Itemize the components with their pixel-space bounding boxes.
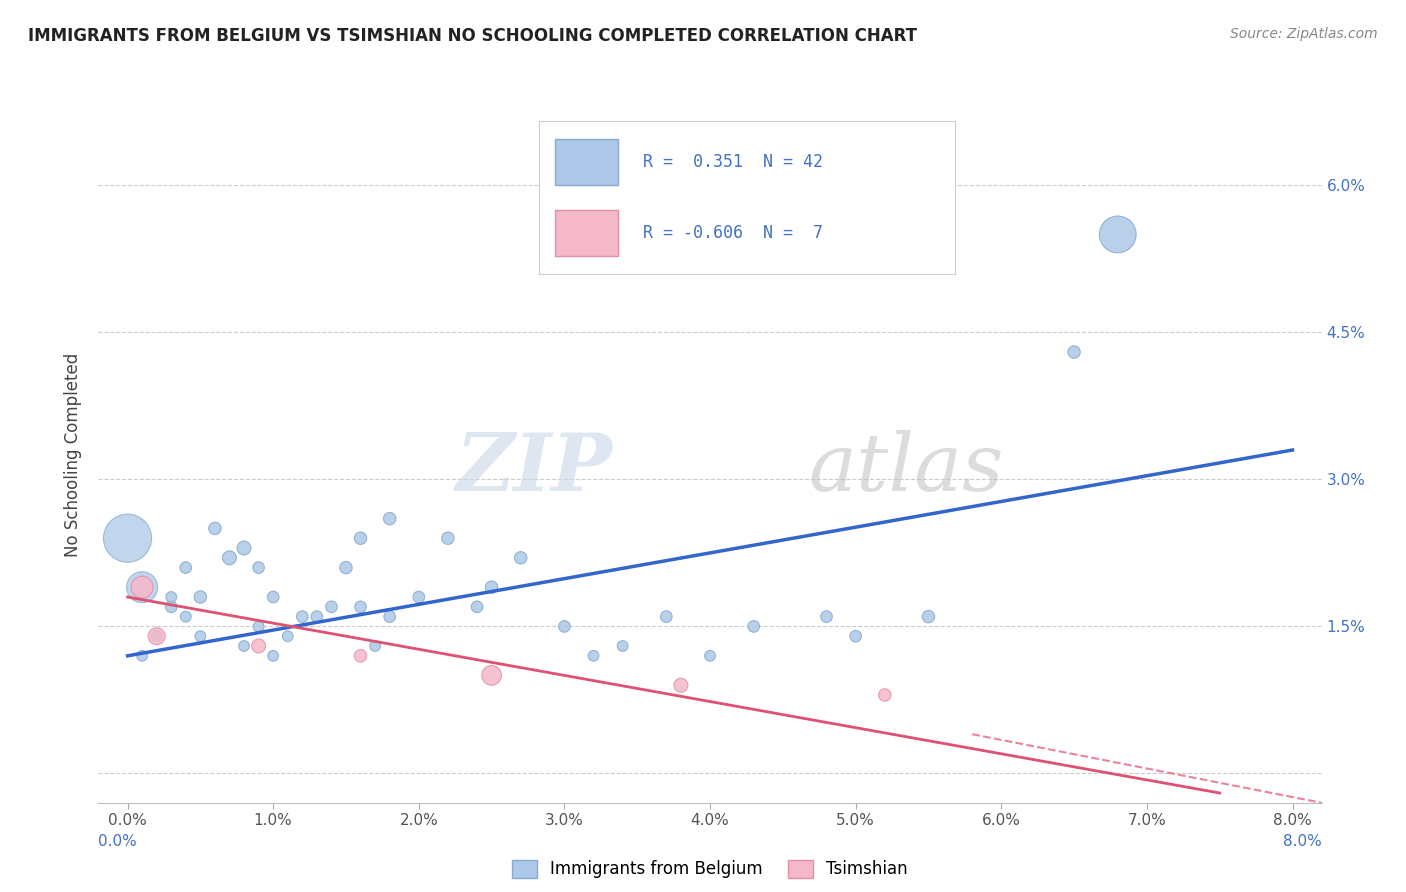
Point bbox=[655, 609, 678, 624]
Point bbox=[321, 599, 343, 614]
Point bbox=[481, 668, 503, 682]
Point bbox=[131, 648, 153, 663]
Point bbox=[131, 580, 153, 594]
Point bbox=[335, 560, 357, 574]
Legend: Immigrants from Belgium, Tsimshian: Immigrants from Belgium, Tsimshian bbox=[505, 853, 915, 885]
Point bbox=[160, 590, 183, 604]
Y-axis label: No Schooling Completed: No Schooling Completed bbox=[65, 353, 83, 557]
Point bbox=[349, 599, 371, 614]
Point bbox=[509, 550, 531, 565]
Point bbox=[174, 560, 197, 574]
Point bbox=[233, 541, 256, 555]
Point bbox=[131, 580, 153, 594]
Point bbox=[188, 590, 212, 604]
Point bbox=[553, 619, 575, 633]
Text: Source: ZipAtlas.com: Source: ZipAtlas.com bbox=[1230, 27, 1378, 41]
Point bbox=[669, 678, 692, 692]
Text: 8.0%: 8.0% bbox=[1282, 834, 1322, 849]
Text: atlas: atlas bbox=[808, 430, 1004, 508]
Point bbox=[218, 550, 240, 565]
Point bbox=[481, 580, 503, 594]
Point bbox=[305, 609, 328, 624]
Point bbox=[160, 599, 183, 614]
Point bbox=[262, 590, 284, 604]
Point bbox=[247, 639, 270, 653]
Point bbox=[742, 619, 765, 633]
Point bbox=[378, 511, 401, 525]
Point bbox=[262, 648, 284, 663]
Point bbox=[247, 619, 270, 633]
Text: ZIP: ZIP bbox=[456, 430, 612, 508]
Point bbox=[188, 629, 212, 643]
Point bbox=[291, 609, 314, 624]
Point bbox=[145, 629, 167, 643]
Point bbox=[277, 629, 299, 643]
Point bbox=[145, 629, 167, 643]
Point bbox=[117, 531, 139, 545]
Point bbox=[408, 590, 430, 604]
Point bbox=[699, 648, 721, 663]
Point bbox=[349, 531, 371, 545]
Point bbox=[364, 639, 387, 653]
Point bbox=[582, 648, 605, 663]
Point bbox=[612, 639, 634, 653]
Point bbox=[247, 560, 270, 574]
Point bbox=[815, 609, 838, 624]
Point bbox=[1063, 345, 1085, 359]
Text: 0.0%: 0.0% bbox=[98, 834, 138, 849]
Point bbox=[465, 599, 488, 614]
Point bbox=[204, 521, 226, 535]
Point bbox=[349, 648, 371, 663]
Point bbox=[873, 688, 896, 702]
Point bbox=[378, 609, 401, 624]
Point bbox=[1107, 227, 1129, 242]
Text: IMMIGRANTS FROM BELGIUM VS TSIMSHIAN NO SCHOOLING COMPLETED CORRELATION CHART: IMMIGRANTS FROM BELGIUM VS TSIMSHIAN NO … bbox=[28, 27, 917, 45]
Point bbox=[917, 609, 939, 624]
Point bbox=[437, 531, 460, 545]
Point bbox=[845, 629, 868, 643]
Point bbox=[174, 609, 197, 624]
Point bbox=[233, 639, 256, 653]
